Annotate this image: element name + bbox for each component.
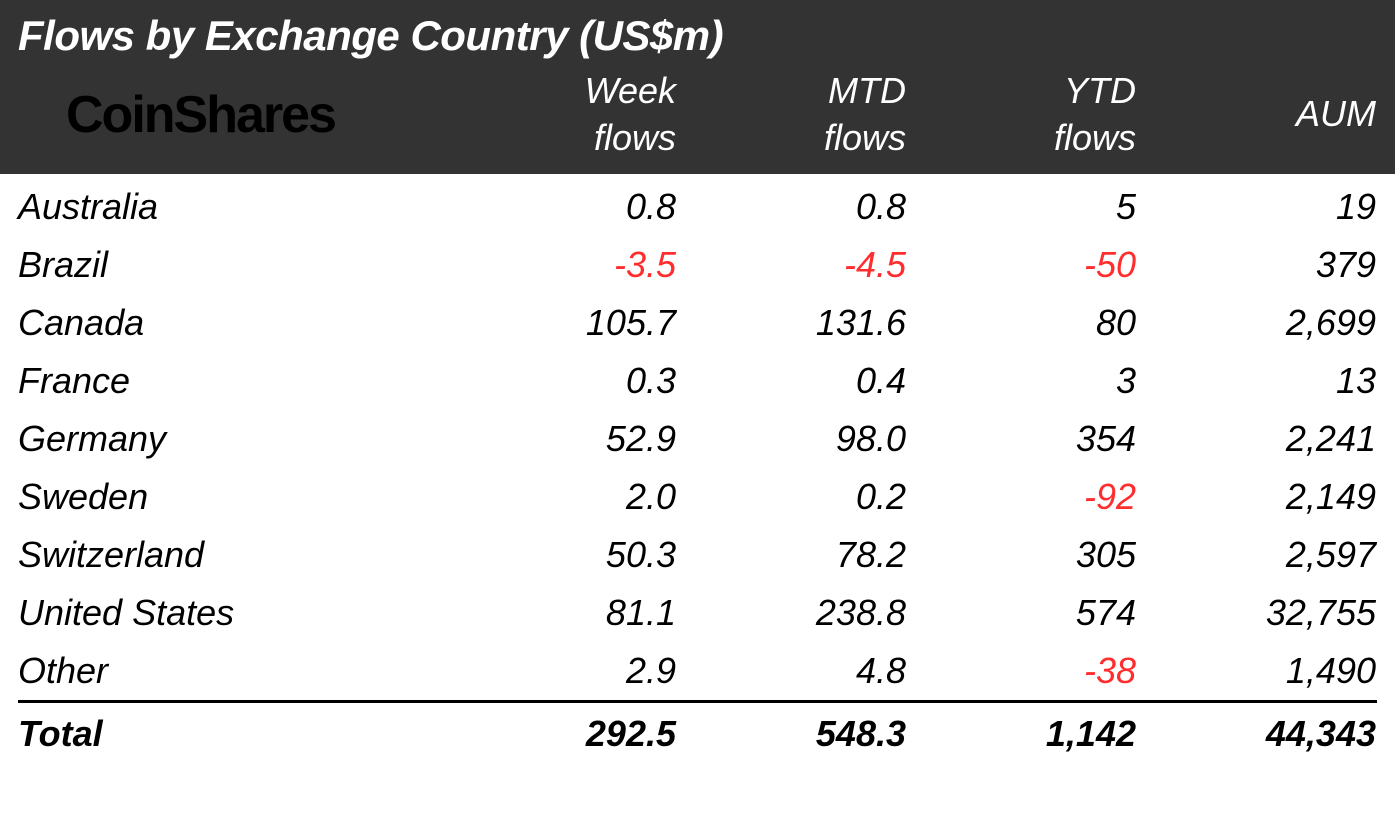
cell-mtd: 0.8 <box>688 186 918 228</box>
col-header-aum: AUM <box>1148 91 1388 138</box>
cell-aum: 2,149 <box>1148 476 1388 518</box>
table-title: Flows by Exchange Country (US$m) <box>18 12 1377 68</box>
cell-week: 105.7 <box>448 302 688 344</box>
total-ytd: 1,142 <box>918 713 1148 755</box>
cell-week: 0.3 <box>448 360 688 402</box>
coinshares-logo: CoinShares <box>18 85 448 145</box>
cell-aum: 19 <box>1148 186 1388 228</box>
table-row: United States81.1238.857432,755 <box>18 584 1377 642</box>
total-row: Total292.5548.31,14244,343 <box>18 700 1377 765</box>
table-row: Australia0.80.8519 <box>18 178 1377 236</box>
cell-aum: 379 <box>1148 244 1388 286</box>
flows-table: Flows by Exchange Country (US$m) CoinSha… <box>0 0 1395 765</box>
country-name: Canada <box>18 302 448 344</box>
cell-mtd: 0.2 <box>688 476 918 518</box>
cell-week: 50.3 <box>448 534 688 576</box>
column-headers-row: CoinShares Weekflows MTDflows YTDflows A… <box>18 68 1377 174</box>
cell-mtd: 98.0 <box>688 418 918 460</box>
cell-ytd: -38 <box>918 650 1148 692</box>
cell-ytd: -50 <box>918 244 1148 286</box>
cell-mtd: 78.2 <box>688 534 918 576</box>
country-name: United States <box>18 592 448 634</box>
cell-week: 2.0 <box>448 476 688 518</box>
cell-mtd: 4.8 <box>688 650 918 692</box>
total-label: Total <box>18 713 448 755</box>
table-row: Sweden2.00.2-922,149 <box>18 468 1377 526</box>
table-body: Australia0.80.8519Brazil-3.5-4.5-50379Ca… <box>0 174 1395 765</box>
cell-mtd: 238.8 <box>688 592 918 634</box>
cell-mtd: -4.5 <box>688 244 918 286</box>
cell-week: 0.8 <box>448 186 688 228</box>
cell-aum: 32,755 <box>1148 592 1388 634</box>
total-mtd: 548.3 <box>688 713 918 755</box>
table-header: Flows by Exchange Country (US$m) CoinSha… <box>0 0 1395 174</box>
total-week: 292.5 <box>448 713 688 755</box>
table-row: Germany52.998.03542,241 <box>18 410 1377 468</box>
country-name: Brazil <box>18 244 448 286</box>
cell-ytd: -92 <box>918 476 1148 518</box>
cell-mtd: 0.4 <box>688 360 918 402</box>
col-header-ytd: YTDflows <box>918 68 1148 162</box>
cell-aum: 13 <box>1148 360 1388 402</box>
cell-ytd: 3 <box>918 360 1148 402</box>
cell-week: 52.9 <box>448 418 688 460</box>
table-row: Switzerland50.378.23052,597 <box>18 526 1377 584</box>
cell-ytd: 5 <box>918 186 1148 228</box>
col-header-mtd: MTDflows <box>688 68 918 162</box>
cell-ytd: 80 <box>918 302 1148 344</box>
table-row: Brazil-3.5-4.5-50379 <box>18 236 1377 294</box>
cell-aum: 2,241 <box>1148 418 1388 460</box>
cell-aum: 2,699 <box>1148 302 1388 344</box>
cell-week: -3.5 <box>448 244 688 286</box>
cell-week: 81.1 <box>448 592 688 634</box>
cell-mtd: 131.6 <box>688 302 918 344</box>
country-name: France <box>18 360 448 402</box>
cell-ytd: 305 <box>918 534 1148 576</box>
col-header-week: Weekflows <box>448 68 688 162</box>
cell-ytd: 574 <box>918 592 1148 634</box>
country-name: Australia <box>18 186 448 228</box>
table-row: Other2.94.8-381,490 <box>18 642 1377 700</box>
cell-aum: 1,490 <box>1148 650 1388 692</box>
table-row: France0.30.4313 <box>18 352 1377 410</box>
table-row: Canada105.7131.6802,699 <box>18 294 1377 352</box>
cell-aum: 2,597 <box>1148 534 1388 576</box>
cell-ytd: 354 <box>918 418 1148 460</box>
country-name: Switzerland <box>18 534 448 576</box>
cell-week: 2.9 <box>448 650 688 692</box>
total-aum: 44,343 <box>1148 713 1388 755</box>
country-name: Sweden <box>18 476 448 518</box>
country-name: Other <box>18 650 448 692</box>
country-name: Germany <box>18 418 448 460</box>
